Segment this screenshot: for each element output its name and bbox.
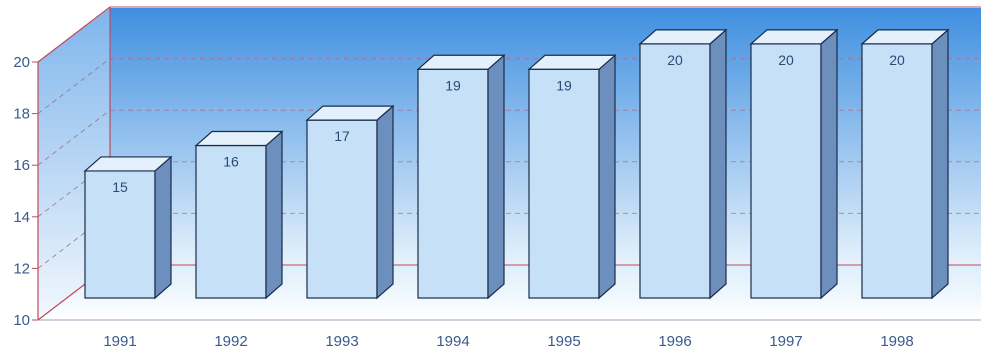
bar-value-label: 15 — [112, 179, 128, 195]
bar-value-label: 20 — [889, 52, 905, 68]
gridline-side — [37, 58, 111, 114]
bar-side — [931, 28, 949, 300]
y-tick-label: 20 — [13, 54, 30, 71]
x-tick-label: 1997 — [769, 333, 802, 350]
bar-front — [417, 68, 489, 299]
bar-front — [84, 170, 156, 299]
bar-value-label: 19 — [445, 77, 461, 93]
bar-front — [861, 43, 933, 299]
bar-front — [306, 119, 378, 299]
x-tick-label: 1991 — [103, 333, 136, 350]
y-tick-label: 18 — [13, 106, 30, 123]
y-tick-label: 14 — [13, 209, 30, 226]
bar-value-label: 16 — [223, 154, 239, 170]
bar: 16 — [194, 130, 284, 300]
bar-top — [527, 54, 617, 70]
bar-top — [416, 54, 506, 70]
bar: 20 — [860, 28, 950, 300]
bar-top — [638, 29, 728, 45]
bar-side — [487, 53, 505, 300]
x-tick-label: 1996 — [658, 333, 691, 350]
bar-top — [194, 130, 284, 147]
bar-top — [305, 105, 395, 121]
bar-front — [528, 68, 600, 299]
x-axis-ticks: 1991 1992 1993 1994 1995 1996 1997 1998 — [103, 333, 913, 350]
x-tick-label: 1993 — [325, 333, 358, 350]
gridline-side — [37, 109, 111, 166]
bar-side — [265, 130, 283, 300]
y-tick-label: 12 — [13, 260, 30, 277]
bar-value-label: 19 — [556, 77, 572, 93]
bar-side — [376, 104, 394, 300]
y-tick-label: 10 — [13, 312, 30, 329]
bars: 15 16 17 19 19 20 20 20 — [83, 28, 950, 300]
bar: 19 — [416, 53, 506, 300]
bar: 19 — [527, 53, 617, 300]
bar-value-label: 17 — [334, 128, 350, 144]
bar-top — [860, 29, 950, 45]
bar-side — [598, 53, 616, 300]
bar-side — [820, 28, 838, 300]
floor — [38, 265, 981, 320]
y-axis-ticks: 10 12 14 16 18 20 — [13, 54, 38, 329]
x-tick-label: 1992 — [214, 333, 247, 350]
x-tick-label: 1994 — [436, 333, 469, 350]
bar-front — [639, 43, 711, 299]
bar: 20 — [749, 28, 839, 300]
y-tick-label: 16 — [13, 157, 30, 174]
bar: 20 — [638, 28, 728, 300]
side-wall-top-edge — [37, 6, 111, 63]
bar-front — [750, 43, 822, 299]
bar-side — [154, 155, 172, 300]
x-tick-label: 1995 — [547, 333, 580, 350]
bar: 15 — [83, 155, 173, 300]
bar-top — [749, 29, 839, 45]
x-tick-label: 1998 — [880, 333, 913, 350]
bar: 17 — [305, 104, 395, 300]
bar-top — [83, 156, 173, 172]
bar-side — [709, 28, 727, 300]
bar-value-label: 20 — [778, 52, 794, 68]
bar-value-label: 20 — [667, 52, 683, 68]
